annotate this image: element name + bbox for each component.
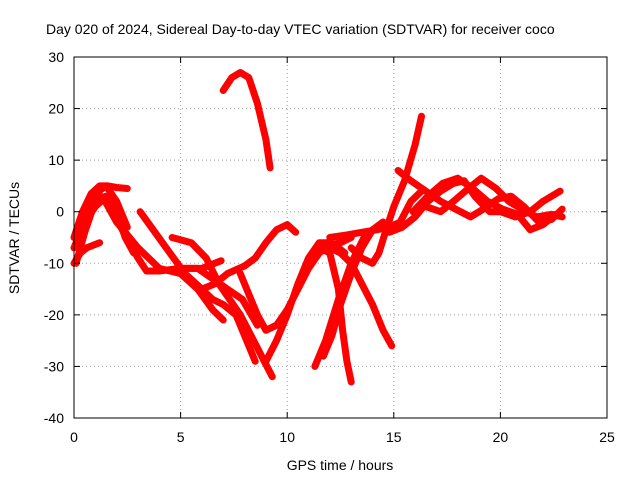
x-axis-label: GPS time / hours: [287, 457, 394, 473]
x-tick-label: 25: [599, 429, 615, 445]
series-track-07: [136, 208, 259, 365]
series-track-17: [326, 244, 396, 350]
y-tick-labels: -40 -30 -20 -10 0 10 20 30: [44, 49, 64, 426]
series-track-19: [347, 112, 425, 267]
series-track-11: [219, 69, 274, 172]
y-tick-label: -20: [44, 307, 64, 323]
y-tick-label: 10: [48, 152, 64, 168]
series-track-02: [70, 182, 131, 241]
plot-frame: [73, 56, 608, 419]
x-tick-label: 5: [177, 429, 185, 445]
ticks: [73, 56, 608, 419]
series-track-22: [409, 174, 560, 234]
y-tick-label: 30: [48, 49, 64, 65]
series-group: [70, 69, 566, 386]
series-track-08: [168, 234, 276, 381]
y-axis-label: SDTVAR / TECUs: [6, 182, 22, 294]
y-tick-label: -10: [44, 255, 64, 271]
chart-title: Day 020 of 2024, Sidereal Day-to-day VTE…: [46, 21, 555, 37]
series-track-18: [326, 187, 425, 241]
series-track-10: [198, 221, 300, 293]
y-tick-label: -40: [44, 410, 64, 426]
x-tick-label: 15: [386, 429, 402, 445]
series-track-06: [81, 195, 227, 324]
y-tick-label: -30: [44, 358, 64, 374]
x-tick-label: 20: [493, 429, 509, 445]
series-track-21: [394, 167, 566, 226]
x-tick-labels: 0 5 10 15 20 25: [70, 429, 615, 445]
x-tick-label: 10: [279, 429, 295, 445]
series-track-13: [262, 239, 349, 365]
y-tick-label: 20: [48, 101, 64, 117]
series-track-23: [422, 174, 566, 221]
y-tick-label: 0: [56, 204, 64, 220]
x-tick-label: 0: [70, 429, 78, 445]
